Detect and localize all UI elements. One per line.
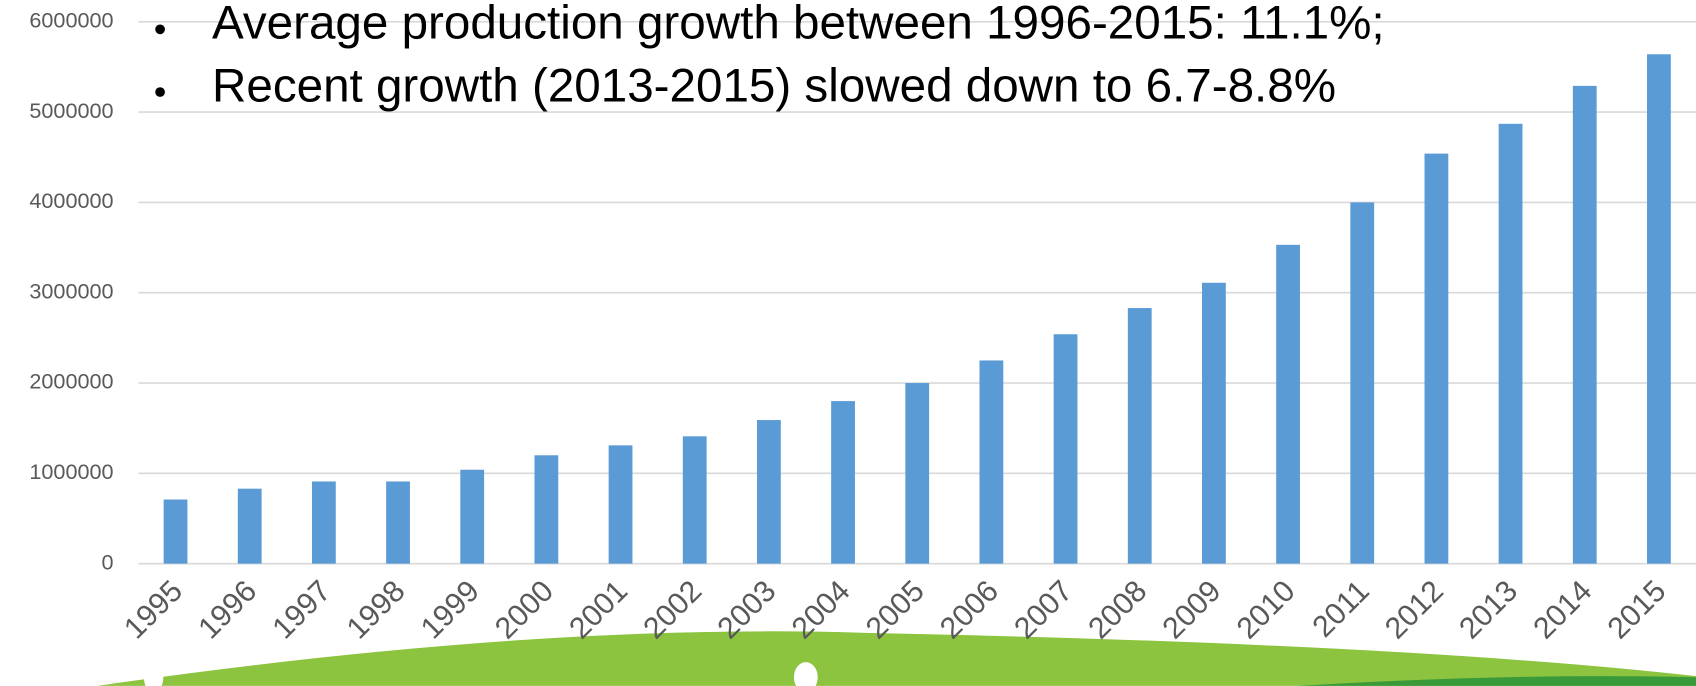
bar xyxy=(682,436,707,564)
bar xyxy=(534,455,559,564)
background-hill xyxy=(97,631,1696,686)
bar xyxy=(1276,244,1300,564)
bullet xyxy=(155,87,165,97)
bar xyxy=(905,383,930,564)
x-tick-label: 2007 xyxy=(1008,574,1079,645)
y-tick-label: 6000000 xyxy=(29,7,113,32)
y-tick-label: 5000000 xyxy=(29,98,113,123)
bar xyxy=(1127,308,1152,564)
x-tick-label: 1998 xyxy=(341,574,412,645)
bar xyxy=(460,469,485,564)
annotation: Recent growth (2013-2015) slowed down to… xyxy=(212,59,1336,112)
x-tick-label: 1996 xyxy=(192,574,263,645)
x-tick-label: 1997 xyxy=(267,574,338,645)
bar xyxy=(1498,123,1523,564)
bar xyxy=(237,488,262,564)
bar xyxy=(1572,85,1597,564)
bar xyxy=(608,445,633,564)
x-tick-label: 2014 xyxy=(1527,574,1598,645)
x-tick-label: 2000 xyxy=(489,574,560,645)
x-tick-label: 1995 xyxy=(118,574,189,645)
y-tick-label: 0 xyxy=(102,549,114,574)
bar xyxy=(831,401,855,564)
x-tick-label: 2011 xyxy=(1306,574,1375,643)
bar xyxy=(979,360,1004,564)
y-tick-label: 2000000 xyxy=(29,369,113,394)
bar xyxy=(1202,282,1226,564)
bar xyxy=(386,481,410,564)
x-tick-label: 2015 xyxy=(1602,574,1673,645)
bar xyxy=(756,420,781,564)
y-tick-label: 3000000 xyxy=(29,278,113,303)
bullet xyxy=(155,24,165,35)
bar xyxy=(311,481,336,564)
x-tick-label: 2013 xyxy=(1453,574,1524,645)
bar xyxy=(1424,153,1449,564)
x-tick-label: 1999 xyxy=(415,574,486,645)
y-tick-label: 1000000 xyxy=(29,459,113,484)
bar xyxy=(1647,54,1671,564)
annotation: Average production growth between 1996-2… xyxy=(212,0,1385,50)
x-tick-label: 2012 xyxy=(1379,574,1450,645)
x-tick-label: 2010 xyxy=(1231,574,1302,645)
y-tick-label: 4000000 xyxy=(29,188,113,213)
bar xyxy=(1053,334,1078,564)
x-tick-label: 2009 xyxy=(1157,574,1228,645)
bar xyxy=(1350,202,1375,564)
bar xyxy=(163,499,188,564)
x-tick-label: 2008 xyxy=(1082,574,1153,645)
